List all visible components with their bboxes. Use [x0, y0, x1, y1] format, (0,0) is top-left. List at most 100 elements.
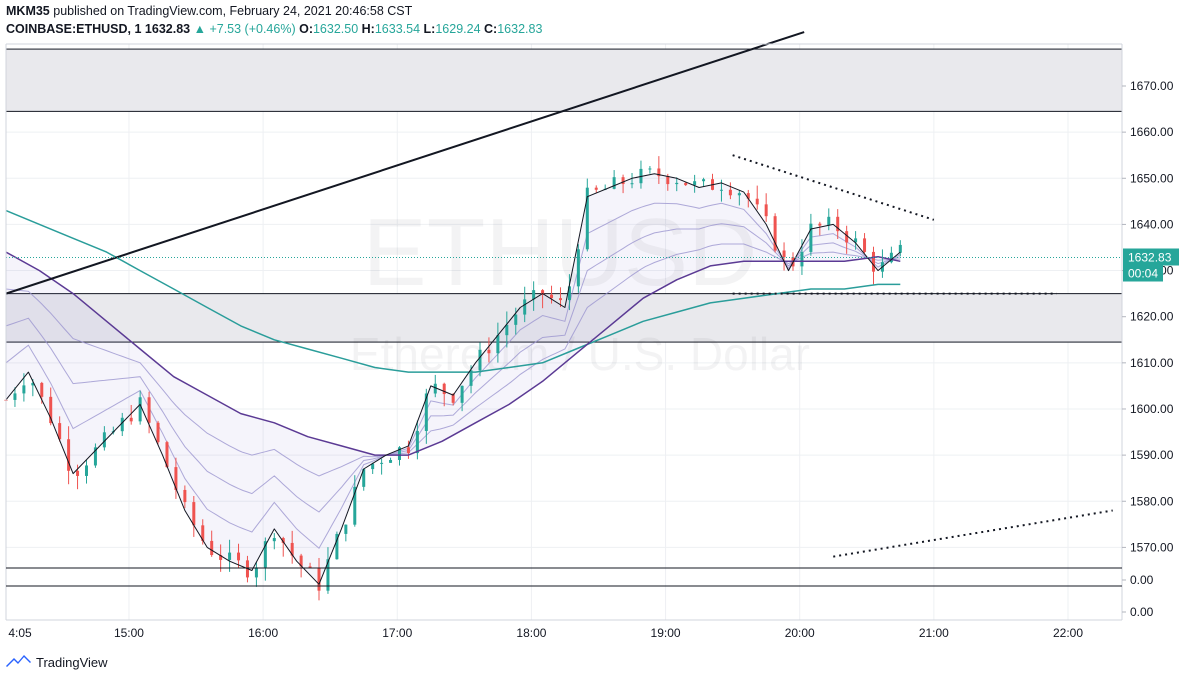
candle-body — [219, 555, 223, 560]
y-tick-label: 1600.00 — [1130, 402, 1174, 416]
candle-body — [809, 223, 813, 252]
close-label: C: — [484, 22, 498, 36]
candle-body — [272, 538, 276, 542]
candle-body — [585, 187, 589, 250]
x-tick-label: 19:00 — [651, 626, 681, 640]
indicator-tick-label: 0.00 — [1130, 605, 1154, 619]
candle-body — [138, 397, 142, 422]
candle-body — [871, 251, 875, 272]
price-label-box — [1123, 248, 1179, 266]
candle-body — [782, 250, 786, 258]
candle-body — [290, 542, 294, 556]
candle-body — [541, 290, 545, 295]
candle-body — [442, 383, 446, 395]
candle-body — [147, 397, 151, 423]
candle-body — [612, 177, 616, 189]
candle-body — [558, 298, 562, 301]
price-label-text: 1632.83 — [1128, 251, 1172, 265]
close-value: 1632.83 — [497, 22, 543, 36]
y-tick-label: 1580.00 — [1130, 494, 1174, 508]
candle-body — [299, 555, 303, 567]
publish-info: MKM35 published on TradingView.com, Febr… — [6, 4, 412, 18]
zone-rect — [5, 48, 1123, 112]
candle-body — [371, 463, 375, 470]
candle-body — [228, 552, 232, 560]
candle-body — [666, 176, 670, 185]
y-tick-label: 1640.00 — [1130, 217, 1174, 231]
tradingview-logo-icon — [6, 655, 31, 667]
candle-body — [424, 393, 428, 431]
publish-text: published on TradingView.com, February 2… — [53, 4, 413, 18]
series-line-slow — [5, 251, 901, 456]
candle-body — [898, 244, 902, 253]
candle-body — [174, 467, 178, 490]
candle-body — [22, 385, 26, 394]
candle-body — [344, 524, 348, 534]
price-change: ▲ +7.53 (+0.46%) — [193, 22, 296, 36]
x-tick-label: 20:00 — [785, 626, 815, 640]
candle-body — [684, 182, 688, 186]
series-line-fast — [5, 173, 901, 585]
candle-body — [532, 290, 536, 300]
candle-body — [836, 216, 840, 232]
zones — [5, 48, 1123, 343]
candle-body — [594, 187, 598, 190]
candle-body — [201, 525, 205, 541]
candle-body — [460, 385, 464, 403]
candle-body — [326, 559, 330, 591]
candle-body — [254, 567, 258, 578]
candle-body — [648, 168, 652, 170]
y-tick-label: 1590.00 — [1130, 448, 1174, 462]
ribbon-fill — [6, 173, 901, 585]
candle-body — [40, 382, 44, 397]
candle-body — [192, 502, 196, 526]
candle-body — [451, 394, 455, 403]
candle-body — [845, 231, 849, 243]
trendline — [5, 31, 805, 295]
symbol-title[interactable]: COINBASE:ETHUSD, 1 — [6, 22, 142, 36]
x-tick-label: 15:00 — [114, 626, 144, 640]
candle-body — [263, 541, 267, 568]
candle-body — [13, 393, 17, 400]
candle-body — [165, 442, 169, 468]
x-tick-label: 18:00 — [516, 626, 546, 640]
dotted-trendline — [732, 154, 935, 221]
candle-body — [406, 447, 410, 454]
countdown-box — [1123, 265, 1163, 282]
candle-body — [93, 447, 97, 466]
candle-body — [675, 182, 679, 185]
candle-body — [621, 177, 625, 185]
candle-body — [693, 181, 697, 186]
footer: TradingView — [6, 654, 108, 670]
candle-body — [630, 183, 634, 185]
candle-body — [505, 324, 509, 336]
ribbon-ema-line — [5, 223, 901, 513]
candle-body — [550, 294, 554, 299]
candle-body — [487, 349, 491, 354]
indicator-tick-label: 0.00 — [1130, 573, 1154, 587]
series-line-long — [5, 209, 901, 373]
x-tick-label: 21:00 — [919, 626, 949, 640]
candle-body — [102, 432, 106, 448]
candle-body — [469, 370, 473, 386]
axes: 1670.001660.001650.001640.001630.001620.… — [5, 43, 1179, 640]
open-value: 1632.50 — [312, 22, 359, 36]
candle-body — [129, 417, 133, 422]
candle-body — [764, 204, 768, 217]
low-value: 1629.24 — [435, 22, 481, 36]
high-value: 1633.54 — [374, 22, 421, 36]
candle-body — [84, 465, 88, 476]
x-tick-label: 4:05 — [8, 626, 32, 640]
dotted-trendline — [833, 509, 1113, 558]
candle-body — [415, 430, 419, 454]
candle-body — [281, 538, 285, 543]
candle-body — [237, 552, 241, 561]
y-tick-label: 1670.00 — [1130, 79, 1174, 93]
candle-body — [210, 540, 214, 556]
candle-body — [120, 417, 124, 432]
candle-body — [353, 486, 357, 525]
candle-body — [746, 193, 750, 199]
candle-body — [433, 383, 437, 394]
series-lines — [5, 173, 901, 585]
